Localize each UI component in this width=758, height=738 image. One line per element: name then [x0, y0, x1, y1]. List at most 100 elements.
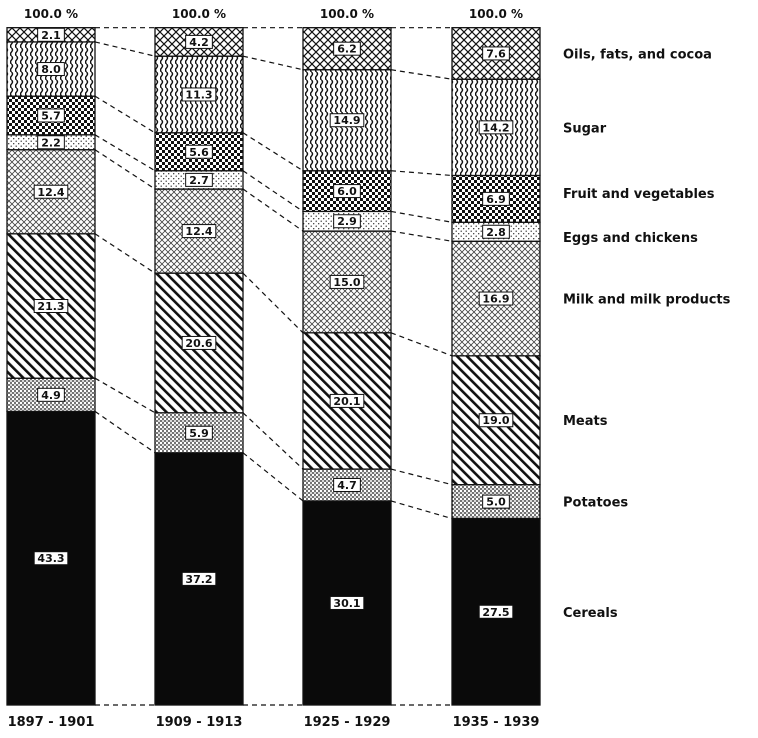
total-labels: 100.0 % 100.0 % 100.0 % 100.0 %	[24, 7, 523, 21]
legend-entry-sugar: Sugar	[563, 121, 607, 136]
value-label-box-cereals-2	[329, 595, 365, 610]
x-tick-label-0: 1897 - 1901	[8, 715, 95, 730]
legend-entry-meats: Meats	[563, 414, 608, 429]
value-label-meats-0: 21.3	[37, 300, 64, 313]
value-label-potatoes-2: 4.7	[337, 479, 357, 492]
value-label-sugar-0: 8.0	[41, 63, 61, 76]
x-tick-label-3: 1935 - 1939	[453, 715, 540, 730]
value-label-sugar-3: 14.2	[482, 121, 509, 134]
connector-lines	[94, 27, 453, 706]
value-label-meats-1: 20.6	[185, 337, 212, 350]
value-label-box-sugar-1	[181, 87, 217, 102]
value-label-oils-fats-and-cocoa-3: 7.6	[486, 47, 506, 60]
value-label-fruit-and-vegetables-2: 6.0	[337, 185, 357, 198]
connector-line-cereals-2	[390, 500, 453, 520]
total-label-1: 100.0 %	[172, 7, 226, 21]
value-label-box-sugar-2	[329, 113, 365, 128]
x-tick-label-2: 1925 - 1929	[304, 715, 391, 730]
bar-segment-milk-and-milk-products-2	[302, 230, 392, 334]
value-label-box-oils-fats-and-cocoa-1	[185, 34, 213, 49]
value-label-box-sugar-3	[478, 120, 514, 135]
value-label-box-sugar-0	[37, 62, 65, 77]
value-label-fruit-and-vegetables-3: 6.9	[486, 193, 506, 206]
value-label-box-oils-fats-and-cocoa-3	[482, 46, 510, 61]
value-label-cereals-0: 43.3	[37, 552, 64, 565]
value-label-meats-2: 20.1	[333, 395, 360, 408]
legend: Cereals Potatoes Meats Milk and milk produc…	[563, 47, 731, 620]
connector-line-potatoes-0	[94, 377, 156, 414]
connector-line-sugar-0	[94, 41, 156, 57]
connector-line-potatoes-1	[242, 412, 304, 470]
value-label-box-potatoes-3	[482, 494, 510, 509]
value-label-box-milk-and-milk-products-1	[181, 224, 217, 239]
value-label-oils-fats-and-cocoa-0: 2.1	[41, 29, 61, 42]
value-label-cereals-1: 37.2	[185, 573, 212, 586]
x-tick-labels: 1897 - 1901 1909 - 1913 1925 - 1929 1935 - …	[8, 715, 540, 730]
connector-line-milk-and-milk-products-2	[390, 230, 453, 242]
connector-line-meats-0	[94, 233, 156, 274]
connector-line-meats-2	[390, 332, 453, 357]
value-label-box-meats-2	[329, 393, 365, 408]
value-label-eggs-and-chickens-0: 2.2	[41, 136, 61, 149]
connector-line-fruit-and-vegetables-1	[242, 132, 304, 172]
connector-line-milk-and-milk-products-0	[94, 149, 156, 190]
connector-line-cereals-1	[242, 452, 304, 502]
value-label-box-cereals-1	[181, 571, 217, 586]
value-label-eggs-and-chickens-3: 2.8	[486, 226, 506, 239]
value-label-box-milk-and-milk-products-2	[329, 274, 365, 289]
total-label-0: 100.0 %	[24, 7, 78, 21]
value-label-box-oils-fats-and-cocoa-0	[37, 27, 65, 42]
value-label-box-eggs-and-chickens-0	[37, 135, 65, 150]
connector-line-eggs-and-chickens-1	[242, 170, 304, 212]
x-tick-label-1: 1909 - 1913	[156, 715, 243, 730]
value-label-box-milk-and-milk-products-3	[478, 291, 514, 306]
legend-entry-eggs-and-chickens: Eggs and chickens	[563, 231, 698, 246]
value-label-box-eggs-and-chickens-2	[333, 214, 361, 229]
value-label-box-oils-fats-and-cocoa-2	[333, 41, 361, 56]
value-label-box-meats-1	[181, 335, 217, 350]
total-label-3: 100.0 %	[469, 7, 523, 21]
value-label-sugar-2: 14.9	[333, 114, 360, 127]
value-labels: 43.3 4.9 21.3 12.4 2.2 5.7 8.0 2.1 37.2 5.9 20.6 12…	[33, 27, 514, 619]
connector-line-eggs-and-chickens-0	[94, 134, 156, 172]
value-label-fruit-and-vegetables-0: 5.7	[41, 109, 61, 122]
value-label-potatoes-3: 5.0	[486, 496, 506, 509]
value-label-meats-3: 19.0	[482, 414, 509, 427]
value-label-eggs-and-chickens-1: 2.7	[189, 174, 209, 187]
connector-line-cereals-0	[94, 410, 156, 454]
value-label-eggs-and-chickens-2: 2.9	[337, 215, 357, 228]
value-label-box-potatoes-0	[37, 387, 65, 402]
value-label-cereals-2: 30.1	[333, 597, 360, 610]
bar-segment-sugar-0	[6, 41, 96, 97]
value-label-sugar-1: 11.3	[185, 88, 212, 101]
value-label-box-potatoes-1	[185, 425, 213, 440]
bars	[6, 27, 541, 706]
value-label-box-eggs-and-chickens-3	[482, 224, 510, 239]
value-label-oils-fats-and-cocoa-1: 4.2	[189, 36, 209, 49]
value-label-box-meats-0	[33, 298, 69, 313]
value-label-box-fruit-and-vegetables-3	[482, 191, 510, 206]
value-label-box-eggs-and-chickens-1	[185, 172, 213, 187]
connector-line-fruit-and-vegetables-0	[94, 95, 156, 134]
legend-entry-fruit-and-vegetables: Fruit and vegetables	[563, 187, 715, 202]
value-label-box-potatoes-2	[333, 477, 361, 492]
value-label-oils-fats-and-cocoa-2: 6.2	[337, 43, 357, 56]
connector-line-meats-1	[242, 272, 304, 334]
connector-line-potatoes-2	[390, 468, 453, 486]
value-label-box-fruit-and-vegetables-0	[37, 108, 65, 123]
connector-line-sugar-2	[390, 69, 453, 80]
value-label-box-milk-and-milk-products-0	[33, 184, 69, 199]
value-label-milk-and-milk-products-2: 15.0	[333, 276, 360, 289]
value-label-cereals-3: 27.5	[482, 606, 509, 619]
connector-line-eggs-and-chickens-2	[390, 210, 453, 223]
legend-entry-oils-fats-and-cocoa: Oils, fats, and cocoa	[563, 47, 712, 62]
value-label-box-cereals-0	[33, 551, 69, 566]
connector-line-sugar-1	[242, 55, 304, 71]
connector-line-fruit-and-vegetables-2	[390, 170, 453, 177]
legend-entry-cereals: Cereals	[563, 606, 618, 621]
value-label-potatoes-0: 4.9	[41, 389, 61, 402]
value-label-potatoes-1: 5.9	[189, 427, 209, 440]
value-label-box-fruit-and-vegetables-1	[185, 144, 213, 159]
value-label-fruit-and-vegetables-1: 5.6	[189, 146, 209, 159]
